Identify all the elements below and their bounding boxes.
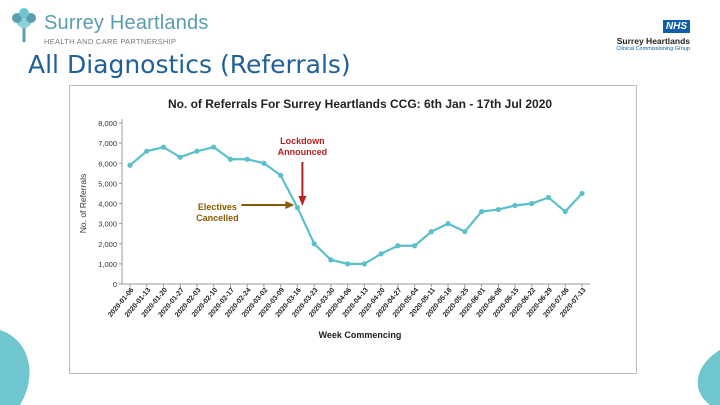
- data-point: [127, 162, 133, 168]
- decorative-leaf-left: [0, 330, 30, 405]
- tree-logo-icon: [12, 8, 36, 42]
- y-tick-label: 4,000: [98, 200, 117, 209]
- y-tick-label: 7,000: [98, 139, 117, 148]
- data-point: [261, 160, 267, 166]
- data-point: [211, 144, 217, 150]
- y-tick-label: 5,000: [98, 179, 117, 188]
- data-point: [428, 229, 434, 235]
- data-point: [361, 261, 367, 267]
- data-point: [345, 261, 351, 267]
- data-point: [411, 243, 418, 249]
- data-point: [177, 154, 183, 160]
- data-point: [478, 208, 485, 215]
- annotation-electives-label: Electives: [198, 202, 237, 212]
- y-tick-label: 1,000: [98, 260, 117, 269]
- decorative-leaf-right: [697, 350, 720, 405]
- y-axis-label: No. of Referrals: [78, 174, 88, 234]
- data-point: [311, 241, 317, 247]
- data-point: [545, 194, 552, 201]
- data-point: [395, 243, 401, 249]
- data-point: [194, 148, 200, 154]
- data-point: [378, 251, 384, 257]
- data-point: [512, 202, 518, 209]
- nhs-org-subtitle: Clinical Commissioning Group: [616, 46, 690, 52]
- data-point: [328, 257, 334, 263]
- y-tick-label: 3,000: [98, 220, 117, 229]
- chart-container: No. of Referrals For Surrey Heartlands C…: [69, 85, 637, 374]
- y-tick-label: 2,000: [98, 240, 117, 249]
- nhs-org-name: Surrey Heartlands: [616, 36, 690, 46]
- y-tick-label: 6,000: [98, 159, 117, 168]
- data-point: [160, 144, 167, 150]
- y-tick-label: 8,000: [98, 119, 117, 128]
- annotation-lockdown-arrowhead: [298, 196, 307, 206]
- data-point: [495, 206, 501, 213]
- data-point: [278, 172, 284, 178]
- annotation-electives-arrowhead: [285, 201, 295, 209]
- data-point: [244, 156, 250, 162]
- nhs-badge: NHS: [662, 20, 690, 33]
- data-point: [294, 204, 301, 211]
- data-point: [529, 200, 535, 207]
- series-line: [129, 145, 583, 265]
- logo-subtitle: HEALTH AND CARE PARTNERSHIP: [44, 37, 177, 46]
- data-point: [227, 156, 234, 162]
- data-point: [144, 148, 150, 154]
- annotation-lockdown-label: Lockdown: [280, 136, 325, 146]
- annotation-lockdown-label: Announced: [278, 147, 328, 157]
- referrals-line-chart: No. of Referrals For Surrey Heartlands C…: [78, 97, 590, 340]
- surrey-heartlands-logo: Surrey Heartlands HEALTH AND CARE PARTNE…: [8, 6, 208, 50]
- slide-title: All Diagnostics (Referrals): [28, 50, 351, 79]
- data-point: [445, 221, 451, 227]
- data-point: [462, 229, 468, 235]
- chart-title: No. of Referrals For Surrey Heartlands C…: [168, 97, 552, 111]
- annotation-electives-label: Cancelled: [196, 213, 239, 223]
- x-axis-label: Week Commencing: [319, 330, 402, 340]
- data-point: [562, 208, 568, 215]
- nhs-logo: NHS Surrey Heartlands Clinical Commissio…: [580, 16, 690, 52]
- data-point: [579, 190, 585, 197]
- logo-name: Surrey Heartlands: [44, 12, 209, 34]
- y-tick-label: 0: [113, 280, 117, 289]
